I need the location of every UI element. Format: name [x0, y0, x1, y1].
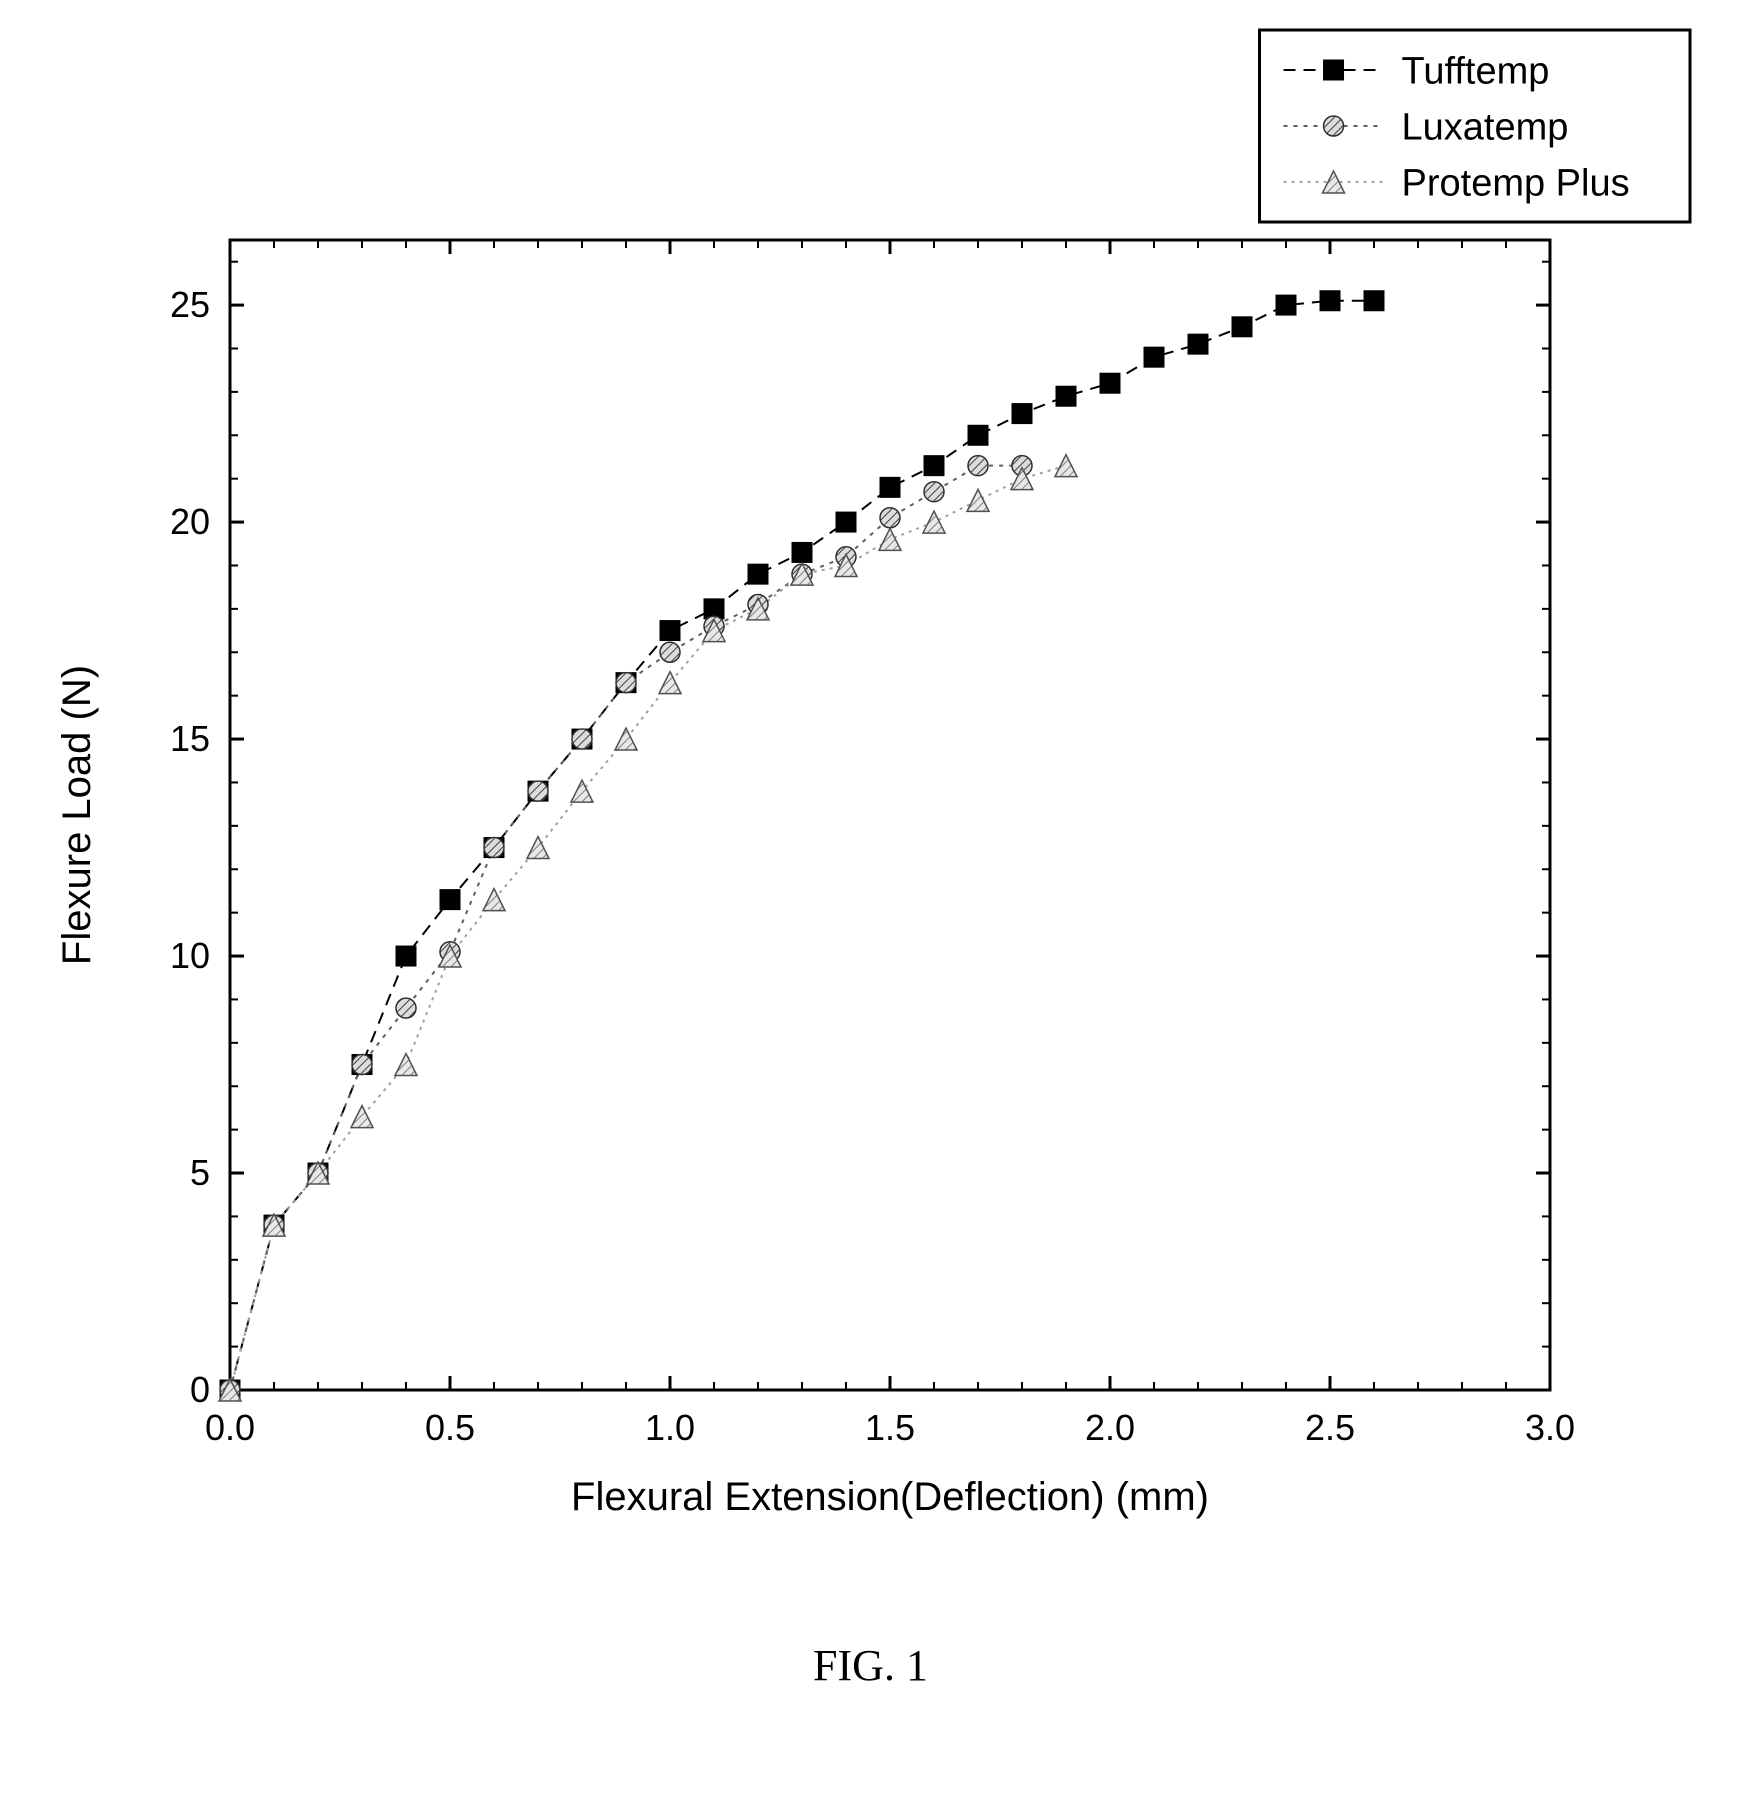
svg-text:1.5: 1.5	[865, 1407, 915, 1448]
legend-label-2: Protemp Plus	[1402, 162, 1630, 204]
svg-text:3.0: 3.0	[1525, 1407, 1575, 1448]
svg-text:20: 20	[170, 501, 210, 542]
y-axis-label: Flexure Load (N)	[55, 665, 99, 965]
svg-text:0: 0	[190, 1369, 210, 1410]
figure-caption: FIG. 1	[0, 1640, 1741, 1691]
svg-text:2.5: 2.5	[1305, 1407, 1355, 1448]
svg-text:0.5: 0.5	[425, 1407, 475, 1448]
figure-container: 0.0 0.5 1.0 1.5 2.0 2.5 3.0 0 5 10 15 20 25 Flexural …	[0, 0, 1741, 1797]
flexure-chart: 0.0 0.5 1.0 1.5 2.0 2.5 3.0 0 5 10 15 20 25 Flexural …	[0, 0, 1741, 1580]
svg-text:0.0: 0.0	[205, 1407, 255, 1448]
svg-text:2.0: 2.0	[1085, 1407, 1135, 1448]
x-axis-label: Flexural Extension(Deflection) (mm)	[571, 1475, 1209, 1519]
legend: Tufftemp Luxatemp Protemp Plus	[1260, 30, 1690, 222]
svg-text:5: 5	[190, 1152, 210, 1193]
svg-text:15: 15	[170, 718, 210, 759]
svg-text:10: 10	[170, 935, 210, 976]
legend-label-1: Luxatemp	[1402, 106, 1569, 148]
legend-label-0: Tufftemp	[1402, 50, 1550, 92]
svg-text:1.0: 1.0	[645, 1407, 695, 1448]
svg-text:25: 25	[170, 284, 210, 325]
